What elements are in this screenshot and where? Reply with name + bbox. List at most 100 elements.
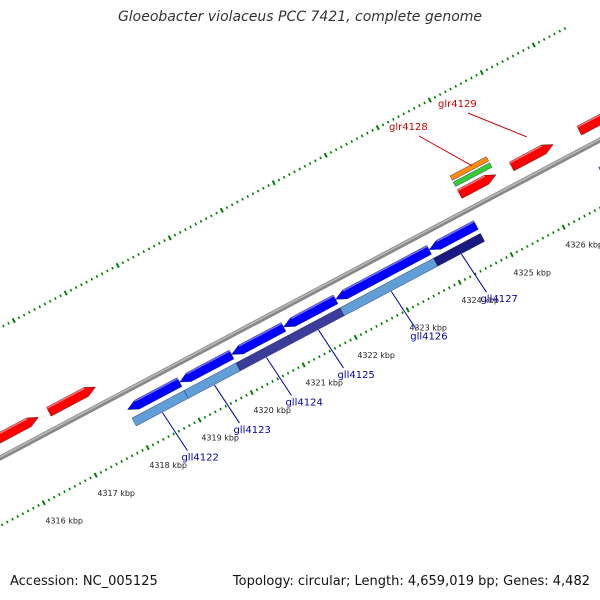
gene-label-gll4127: gll4127 (480, 294, 517, 305)
minor-tick (141, 448, 144, 452)
minor-tick (7, 321, 10, 325)
minor-tick (156, 440, 160, 444)
minor-tick (468, 275, 472, 279)
minor-tick (557, 228, 560, 232)
minor-tick (120, 459, 123, 463)
minor-tick (437, 291, 441, 295)
major-tick (249, 389, 254, 396)
minor-tick (184, 228, 187, 232)
minor-tick (271, 380, 274, 383)
leader-gll4124 (266, 357, 292, 396)
minor-tick (297, 366, 300, 370)
major-tick (167, 235, 172, 241)
minor-tick (522, 48, 525, 52)
backbone-line (0, 137, 600, 461)
minor-tick (303, 164, 307, 168)
major-tick (457, 279, 462, 285)
minor-tick (485, 68, 489, 72)
minor-tick (292, 368, 295, 372)
minor-tick (333, 346, 337, 350)
minor-tick (516, 51, 520, 55)
minor-tick (423, 101, 426, 105)
minor-tick (548, 35, 551, 39)
forward-gene-f1 (0, 417, 39, 444)
minor-tick (214, 410, 217, 414)
minor-tick (48, 299, 52, 303)
minor-tick (194, 222, 198, 226)
minor-tick (22, 313, 26, 317)
minor-tick (338, 344, 342, 348)
minor-tick (511, 54, 515, 58)
minor-tick (418, 104, 421, 108)
minor-tick (47, 498, 51, 502)
minor-tick (246, 195, 250, 199)
minor-tick (537, 40, 541, 44)
minor-tick (17, 316, 21, 320)
minor-tick (496, 62, 499, 66)
minor-tick (80, 283, 83, 287)
tick-label-4316: 4316 kbp (45, 516, 83, 525)
minor-tick (110, 465, 113, 469)
accession-text: Accession: NC_005125 (10, 574, 158, 589)
major-tick (197, 417, 202, 423)
minor-tick (126, 258, 130, 262)
minor-tick (0, 523, 4, 527)
minor-tick (204, 217, 208, 221)
minor-tick (407, 109, 411, 113)
minor-tick (401, 311, 404, 315)
minor-tick (26, 509, 30, 513)
minor-tick (334, 148, 338, 152)
minor-tick (84, 479, 87, 483)
minor-tick (121, 261, 125, 265)
minor-tick (422, 300, 425, 304)
major-tick (561, 224, 566, 230)
minor-tick (182, 426, 186, 430)
minor-tick (43, 302, 47, 306)
tick-label-4323: 4323 kbp (409, 323, 447, 332)
minor-tick (2, 324, 5, 328)
minor-tick (189, 225, 192, 229)
minor-tick (266, 382, 269, 386)
minor-tick (193, 421, 196, 425)
minor-tick (402, 112, 406, 116)
minor-tick (340, 145, 343, 149)
minor-tick (328, 349, 331, 353)
minor-tick (130, 454, 134, 458)
minor-tick (583, 214, 586, 218)
forward-gene-f1-shine (0, 418, 28, 434)
minor-tick (251, 192, 255, 196)
minor-tick (432, 294, 435, 298)
minor-tick (224, 404, 227, 408)
minor-tick (69, 288, 73, 292)
minor-tick (536, 239, 539, 243)
minor-tick (63, 490, 66, 494)
forward-gene-glr4129-shine (509, 145, 543, 164)
minor-tick (245, 393, 248, 397)
minor-tick (520, 247, 524, 251)
minor-tick (203, 415, 207, 419)
major-tick (271, 180, 276, 186)
minor-tick (74, 286, 78, 289)
minor-tick (240, 396, 243, 400)
minor-tick (563, 26, 567, 30)
minor-tick (307, 360, 311, 364)
minor-tick (256, 189, 260, 193)
leader-gll4126 (390, 291, 417, 330)
major-tick (145, 444, 150, 451)
minor-tick (276, 377, 279, 381)
minor-tick (470, 76, 473, 80)
minor-tick (319, 156, 322, 160)
minor-tick (267, 184, 270, 187)
minor-tick (380, 322, 383, 326)
leader-gll4125 (318, 329, 344, 369)
minor-tick (37, 504, 40, 507)
minor-tick (68, 487, 71, 491)
feature-labels: glr4128 glr4129 gll4122 gll4123 gll4124 gll41… (162, 99, 527, 464)
minor-tick (494, 261, 498, 265)
minor-tick (375, 324, 378, 328)
minor-tick (553, 32, 556, 36)
minor-tick (479, 269, 482, 273)
minor-tick (215, 211, 218, 215)
major-tick (11, 317, 16, 324)
major-tick (93, 472, 98, 478)
